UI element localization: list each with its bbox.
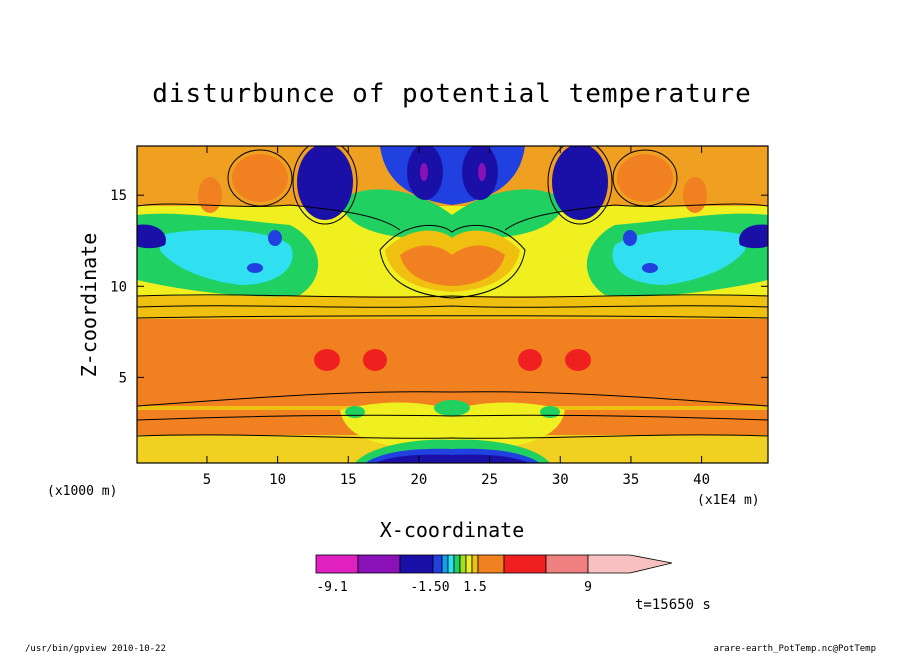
low-green-center — [434, 400, 470, 416]
colorbar — [315, 554, 673, 574]
contour-field — [137, 146, 768, 463]
x-tick-label: 40 — [693, 472, 710, 488]
core-left-mag — [420, 163, 428, 181]
blob-far-left — [198, 177, 222, 213]
x-tick-label: 25 — [481, 472, 498, 488]
low-green-left — [345, 406, 365, 418]
colorbar-swatch — [477, 554, 505, 574]
colorbar-swatch — [545, 554, 589, 574]
colorbar-swatch — [459, 554, 467, 574]
red-blob-3 — [518, 349, 542, 371]
colorbar-swatch — [465, 554, 473, 574]
colorbar-swatch — [447, 554, 455, 574]
region-left-blue — [137, 224, 166, 249]
contour-lines — [137, 146, 768, 439]
red-blob-1 — [314, 349, 340, 371]
blob-far-right — [683, 177, 707, 213]
x-tick-label: 35 — [622, 472, 639, 488]
spot-right-blue — [642, 263, 658, 273]
colorbar-swatch — [503, 554, 547, 574]
y-unit-label: (x1000 m) — [47, 484, 117, 499]
colorbar-label: 1.5 — [463, 580, 486, 595]
colorbar-swatch — [399, 554, 434, 574]
x-axis-title: X-coordinate — [380, 518, 525, 542]
colorbar-swatch — [315, 554, 359, 574]
core-right-mag — [478, 163, 486, 181]
colorbar-label: -1.50 — [410, 580, 449, 595]
spot-left-blue — [247, 263, 263, 273]
blob-right-orange — [617, 154, 673, 202]
colorbar-swatch — [441, 554, 449, 574]
y-tick-label: 15 — [110, 188, 127, 204]
colorbar-swatch — [453, 554, 461, 574]
region-right-blue — [739, 224, 768, 249]
x-tick-label: 10 — [269, 472, 286, 488]
bottom-deep-blue — [375, 454, 530, 463]
plot-frame — [136, 145, 769, 464]
colorbar-labels: -9.1 -1.50 1.5 9 — [316, 580, 592, 595]
colorbar-label: 9 — [584, 580, 592, 595]
colorbar-swatch — [432, 554, 443, 574]
vortex-right — [552, 146, 608, 220]
vortex-left — [297, 146, 353, 220]
colorbar-swatch — [587, 554, 673, 574]
colorbar-swatch — [357, 554, 401, 574]
x-axis: 5 10 15 20 25 30 35 40 — [203, 146, 710, 488]
spot-left-blue2 — [268, 230, 282, 246]
footer-left: /usr/bin/gpview 2010-10-22 — [25, 644, 166, 654]
region-center-orange — [400, 245, 505, 286]
red-blob-4 — [565, 349, 591, 371]
x-unit-label: (x1E4 m) — [697, 493, 760, 508]
red-blob-2 — [363, 349, 387, 371]
colorbar-label: -9.1 — [316, 580, 347, 595]
x-tick-label: 30 — [552, 472, 569, 488]
band-mid-gold — [137, 295, 768, 319]
spot-right-blue2 — [623, 230, 637, 246]
y-tick-label: 10 — [110, 279, 127, 295]
band-main-orange — [137, 318, 768, 406]
y-axis-title: Z-coordinate — [77, 233, 101, 378]
x-tick-label: 20 — [411, 472, 428, 488]
x-tick-label: 5 — [203, 472, 211, 488]
y-tick-label: 5 — [119, 370, 127, 386]
footer-right: arare-earth_PotTemp.nc@PotTemp — [713, 644, 876, 654]
x-tick-label: 15 — [340, 472, 357, 488]
chart-title: disturbunce of potential temperature — [152, 79, 752, 109]
low-green-right — [540, 406, 560, 418]
blob-left-orange — [232, 154, 288, 202]
time-annotation: t=15650 s — [635, 597, 711, 613]
colorbar-swatch — [471, 554, 479, 574]
y-axis: 5 10 15 — [110, 188, 768, 386]
